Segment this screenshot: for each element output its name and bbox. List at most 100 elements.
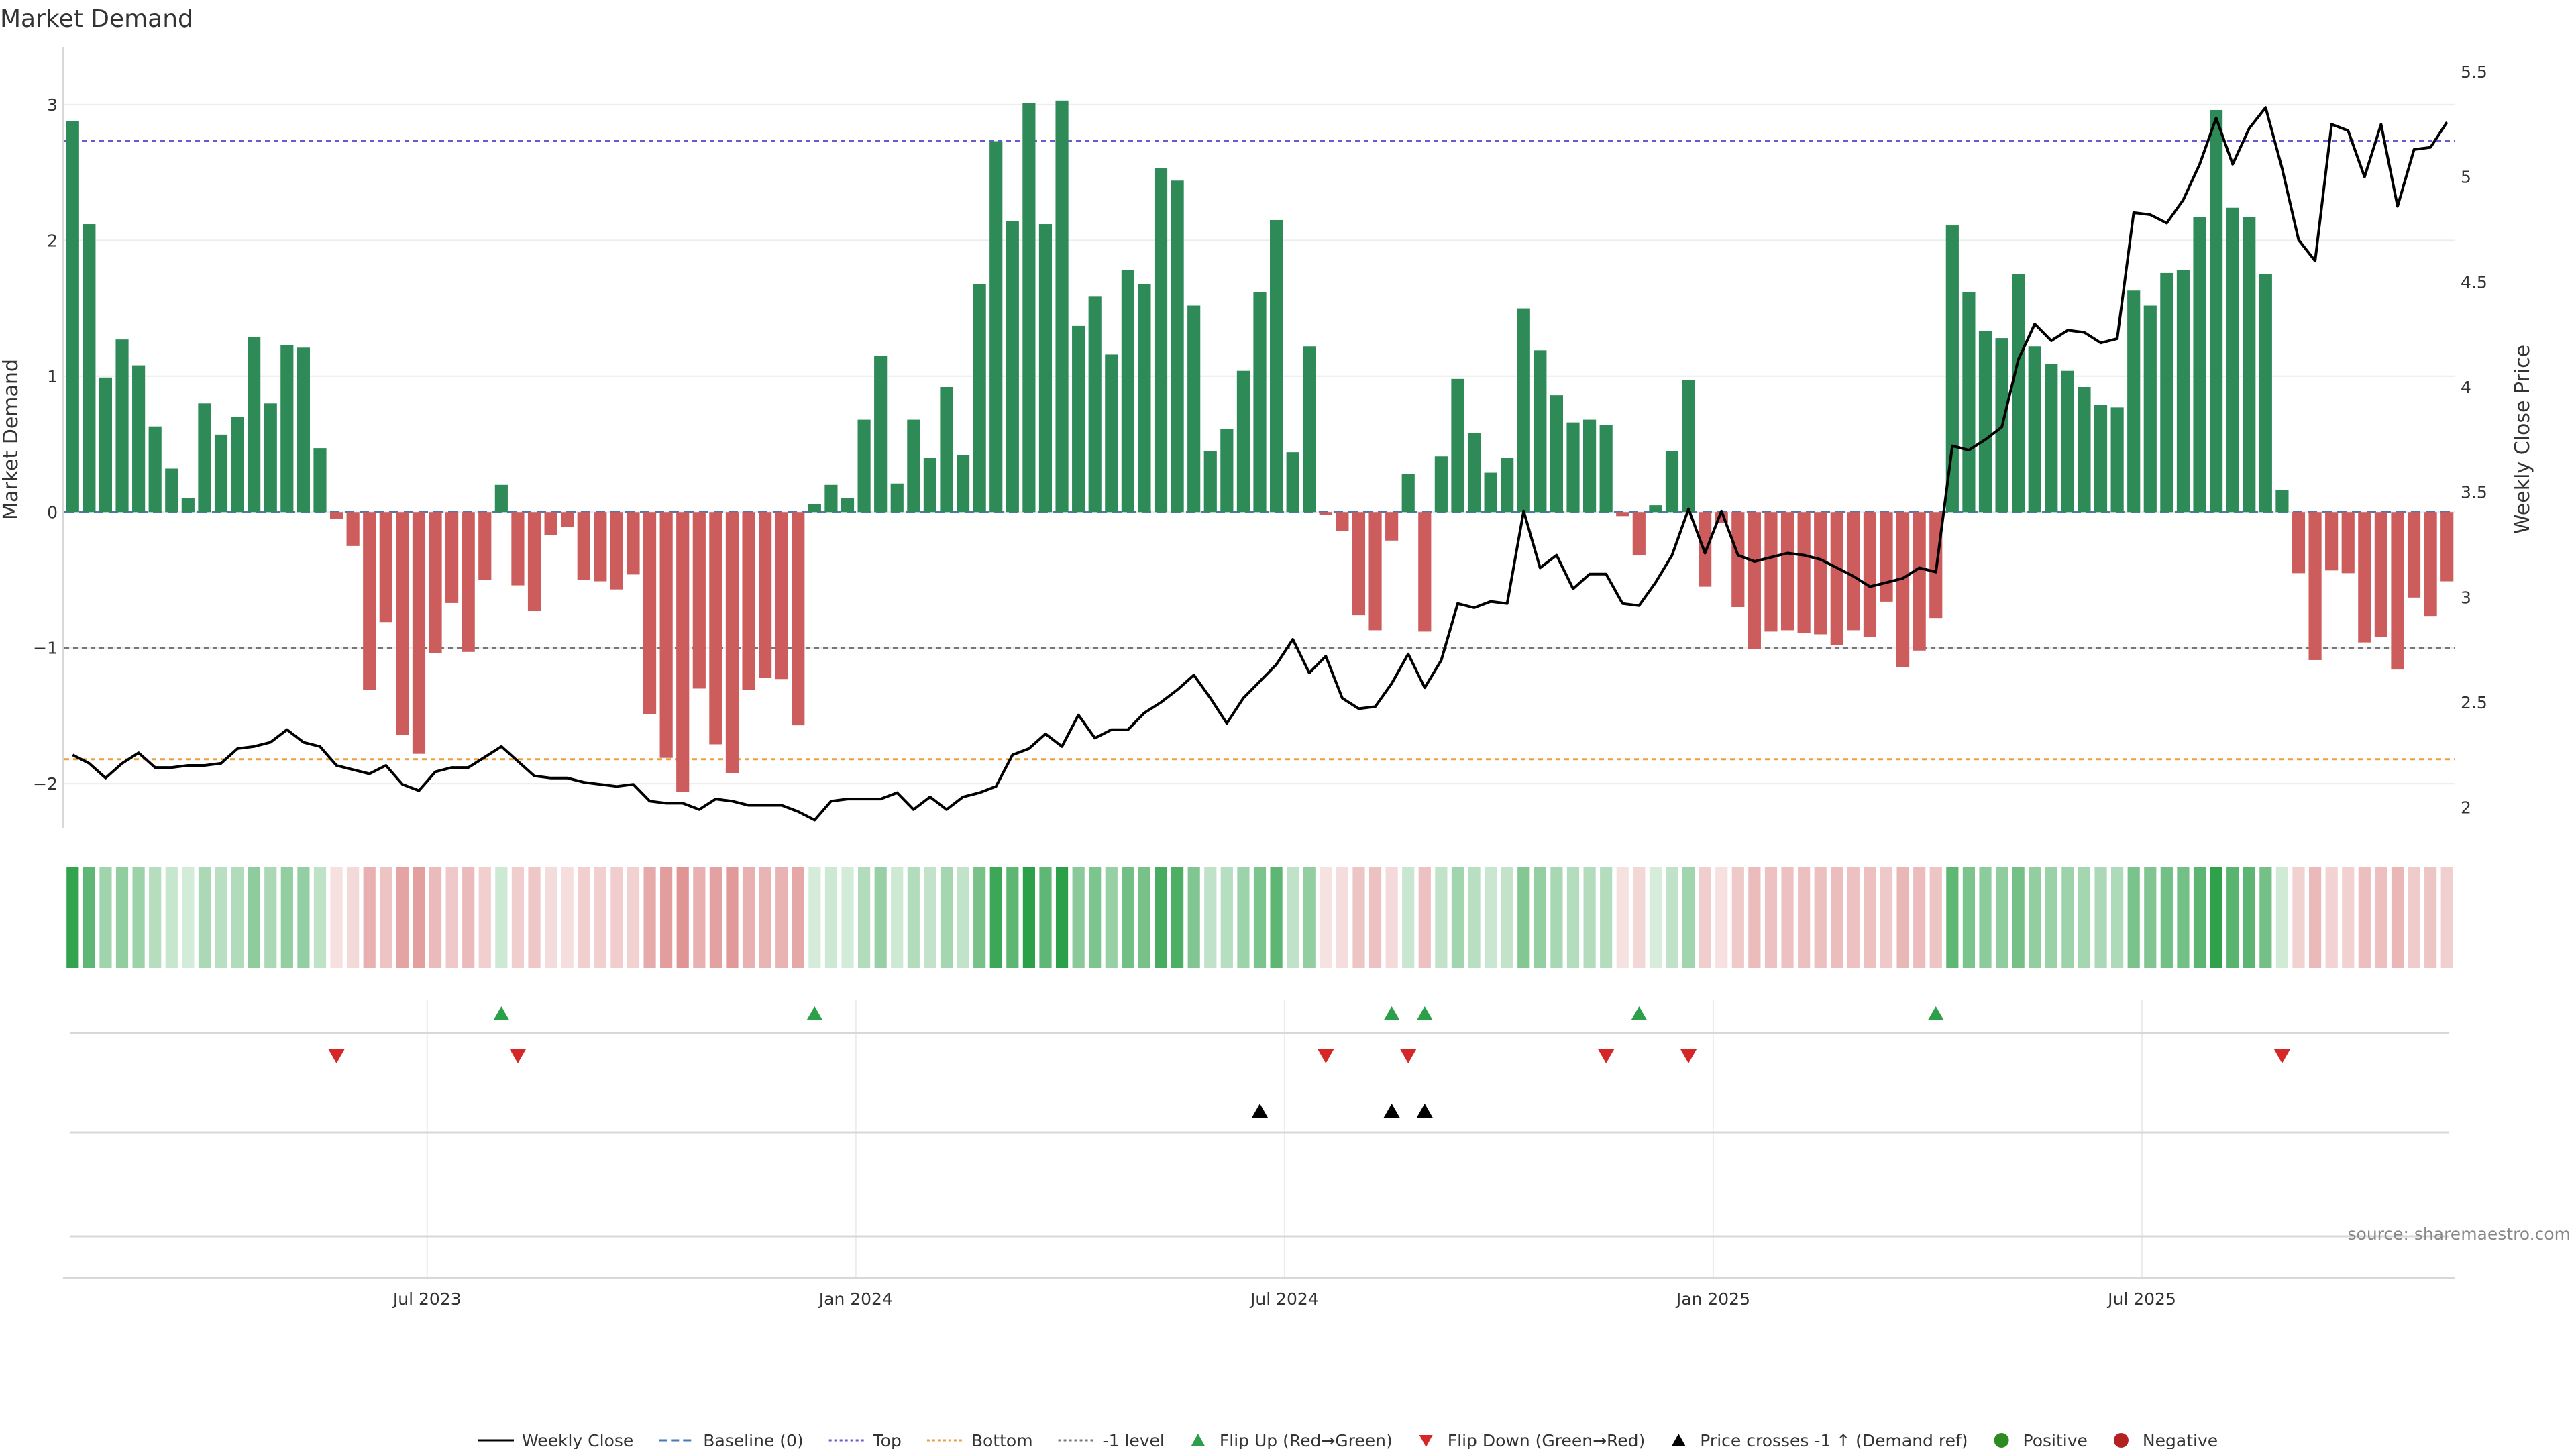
heat-cell bbox=[396, 867, 409, 968]
demand-bar bbox=[2341, 512, 2355, 574]
heat-cell bbox=[1418, 867, 1431, 968]
demand-bar bbox=[1385, 512, 1399, 541]
heat-cell bbox=[215, 867, 227, 968]
demand-bar bbox=[2045, 364, 2058, 513]
demand-bar bbox=[1154, 168, 1168, 513]
heat-cell bbox=[1187, 867, 1200, 968]
flip-down-marker bbox=[1400, 1049, 1417, 1063]
demand-bar bbox=[2143, 305, 2157, 513]
heat-cell bbox=[808, 867, 821, 968]
heat-cell bbox=[2391, 867, 2404, 968]
legend-label: Flip Up (Red→Green) bbox=[1220, 1431, 1393, 1449]
demand-bar bbox=[1105, 354, 1118, 513]
heat-cell bbox=[1220, 867, 1233, 968]
heat-cell bbox=[709, 867, 722, 968]
flip-up-marker bbox=[1416, 1006, 1433, 1020]
heat-cell bbox=[478, 867, 491, 968]
heat-cell bbox=[1336, 867, 1348, 968]
heat-cell bbox=[1731, 867, 1744, 968]
heat-cell bbox=[2045, 867, 2057, 968]
heat-cell bbox=[413, 867, 425, 968]
demand-bar bbox=[132, 365, 146, 513]
demand-bar bbox=[1962, 292, 1976, 513]
heat-cell bbox=[313, 867, 327, 968]
heat-cell bbox=[1270, 867, 1283, 968]
demand-bar bbox=[280, 345, 294, 513]
heat-cell bbox=[1616, 867, 1629, 968]
demand-bar bbox=[2176, 270, 2190, 513]
heat-cell bbox=[643, 867, 656, 968]
demand-bar bbox=[1121, 270, 1134, 513]
heat-cell bbox=[380, 867, 392, 968]
heat-cell bbox=[1913, 867, 1926, 968]
legend-swatch bbox=[1419, 1435, 1433, 1447]
demand-bar bbox=[2374, 512, 2387, 637]
heat-cell bbox=[2127, 867, 2140, 968]
heat-cell bbox=[676, 867, 689, 968]
source-note: source: sharemaestro.com bbox=[2348, 1224, 2571, 1244]
heat-cell bbox=[1385, 867, 1398, 968]
demand-bar bbox=[1616, 512, 1629, 517]
demand-bar bbox=[1764, 512, 1778, 632]
heat-cell bbox=[660, 867, 673, 968]
heat-cell bbox=[1962, 867, 1976, 968]
heat-cell bbox=[66, 867, 79, 968]
demand-bar bbox=[1055, 100, 1069, 513]
demand-bar bbox=[725, 512, 739, 773]
heat-cell bbox=[2094, 867, 2107, 968]
heat-cell bbox=[363, 867, 376, 968]
heat-cell bbox=[693, 867, 706, 968]
heat-cell bbox=[578, 867, 590, 968]
demand-bar bbox=[2127, 290, 2141, 513]
legend-swatch bbox=[1191, 1434, 1205, 1446]
heat-cell bbox=[1253, 867, 1267, 968]
heat-cell bbox=[2193, 867, 2206, 968]
demand-bar bbox=[1863, 512, 1877, 637]
demand-bar bbox=[824, 484, 838, 513]
heat-cell bbox=[2325, 867, 2338, 968]
demand-bar bbox=[577, 512, 590, 580]
demand-bar bbox=[2308, 512, 2322, 660]
demand-bar bbox=[478, 512, 492, 580]
demand-bar bbox=[1138, 284, 1151, 513]
demand-bar bbox=[1649, 505, 1662, 513]
x-tick-label: Jul 2025 bbox=[2106, 1289, 2176, 1309]
demand-bar bbox=[759, 512, 772, 678]
heat-cell bbox=[2424, 867, 2437, 968]
demand-bar bbox=[956, 455, 970, 513]
demand-bar bbox=[1731, 512, 1745, 607]
demand-bar bbox=[1269, 219, 1283, 513]
heat-cell bbox=[973, 867, 986, 968]
heat-cell bbox=[1402, 867, 1415, 968]
heat-cell bbox=[1303, 867, 1316, 968]
demand-bar bbox=[742, 512, 755, 690]
demand-bar bbox=[2078, 386, 2091, 513]
demand-bar bbox=[181, 498, 195, 513]
heat-cell bbox=[1320, 867, 1332, 968]
heat-cell bbox=[1501, 867, 1513, 968]
demand-bar bbox=[1797, 512, 1811, 633]
demand-bar bbox=[659, 512, 673, 758]
demand-bar bbox=[1748, 512, 1761, 649]
demand-bar bbox=[2160, 272, 2174, 513]
heat-cell bbox=[874, 867, 887, 968]
demand-bar bbox=[1517, 308, 1530, 513]
demand-bar bbox=[297, 347, 310, 513]
heat-cell bbox=[1022, 867, 1035, 968]
heat-cell bbox=[2177, 867, 2190, 968]
heat-cell bbox=[989, 867, 1002, 968]
heat-cell bbox=[1072, 867, 1085, 968]
heat-cell bbox=[924, 867, 936, 968]
legend-label: Baseline (0) bbox=[703, 1431, 803, 1449]
demand-bar bbox=[1336, 512, 1349, 531]
heat-cell bbox=[1566, 867, 1580, 968]
legend-label: Price crosses -1 ↑ (Demand ref) bbox=[1700, 1431, 1968, 1449]
demand-bar bbox=[462, 512, 475, 652]
flip-up-marker bbox=[1927, 1006, 1944, 1020]
heat-cell bbox=[264, 867, 277, 968]
heat-cell bbox=[2243, 867, 2255, 968]
heat-cell bbox=[1138, 867, 1151, 968]
event-markers bbox=[328, 1006, 2290, 1118]
heat-cell bbox=[1748, 867, 1761, 968]
